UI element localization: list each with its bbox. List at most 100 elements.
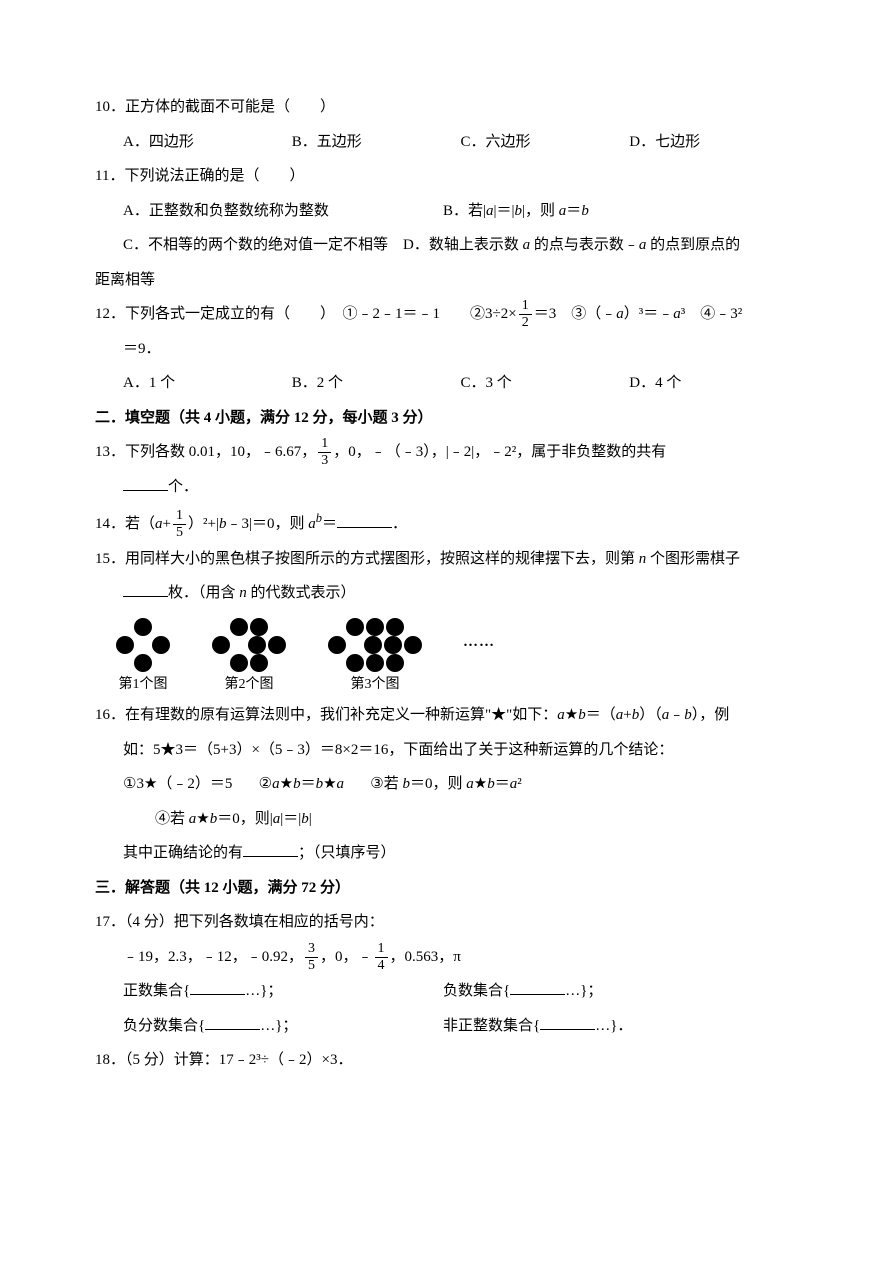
t: …}； [260, 1018, 297, 1034]
t: |＝| [280, 811, 301, 827]
frac-den: 3 [318, 453, 331, 468]
q16-c2: ②a★b＝b★a [259, 776, 344, 792]
q10-options: A．四边形 B．五边形 C．六边形 D．七边形 [95, 125, 798, 160]
exam-page: 10．正方体的截面不可能是（ ） A．四边形 B．五边形 C．六边形 D．七边形… [0, 0, 893, 1138]
q17-mid: ，0，﹣ [320, 949, 373, 965]
q11-opt-c: C．不相等的两个数的绝对值一定不相等 [123, 237, 388, 253]
q11-b-a1: a [486, 203, 494, 219]
section3-title: 三．解答题（共 12 小题，满分 72 分） [95, 871, 798, 906]
q10-opt-a: A．四边形 [123, 125, 292, 160]
q16-ans-pre: 其中正确结论的有 [123, 845, 243, 861]
blank-input[interactable] [540, 1014, 595, 1030]
q11-b-pre: B．若| [443, 203, 486, 219]
frac-den: 5 [173, 525, 186, 540]
q14-mid2: ﹣3|＝0，则 [226, 516, 308, 532]
q14-stem: 14．若（a+15）²+|b﹣3|＝0，则 ab＝． [95, 504, 798, 542]
q16-conclusions-1: ①3★（﹣2）＝5 ②a★b＝b★a ③若 b＝0，则 a★b＝a² [95, 767, 798, 802]
fraction-icon: 14 [375, 942, 388, 973]
q10-opt-b: B．五边形 [292, 125, 461, 160]
blank-input[interactable] [510, 979, 565, 995]
q17-set-positive: 正数集合{…}； [123, 974, 443, 1009]
q17-sets-row1: 正数集合{…}； 负数集合{…}； [95, 974, 798, 1009]
q11-d-mid: 的点与表示数﹣ [530, 237, 639, 253]
q15-fig2: 第2个图 [211, 617, 287, 695]
blank-input[interactable] [190, 979, 245, 995]
q11-b-mid2: |，则 [522, 203, 559, 219]
q12-opt-d: D．4 个 [629, 366, 798, 401]
q11-d-post: 的点到原点的 [646, 237, 740, 253]
q10-opt-d: D．七边形 [629, 125, 798, 160]
frac-den: 5 [305, 958, 318, 973]
frac-num: 1 [519, 299, 532, 315]
q16-eq1: ＝（ [586, 707, 616, 723]
q15-l2-post: 的代数式表示） [247, 585, 356, 601]
q11-b-mid1: |＝| [494, 203, 515, 219]
q15-post: 个图形需棋子 [646, 551, 740, 567]
q11-d-line2: 距离相等 [95, 263, 798, 298]
t: b [402, 776, 410, 792]
ellipsis-icon: …… [463, 625, 495, 695]
q12-post: ³ ④﹣3² [681, 306, 743, 322]
q11-d-pre: D．数轴上表示数 [403, 237, 523, 253]
blank-input[interactable] [123, 475, 168, 491]
q15-stem: 15．用同样大小的黑色棋子按图所示的方式摆图形，按照这样的规律摆下去，则第 n … [95, 542, 798, 577]
dot-pattern-icon [211, 617, 287, 673]
t: a [466, 776, 474, 792]
frac-den: 2 [519, 315, 532, 330]
t: b [487, 776, 495, 792]
q17-set-negfrac: 负分数集合{ …}； [123, 1009, 443, 1044]
q12-opt-c: C．3 个 [461, 366, 630, 401]
blank-input[interactable] [337, 512, 392, 528]
q12-a2: a [673, 306, 681, 322]
q18-stem: 18．（5 分）计算：17﹣2³÷（﹣2）×3． [95, 1043, 798, 1078]
t: ＝ [301, 776, 316, 792]
t: b [316, 776, 324, 792]
frac-num: 1 [375, 942, 388, 958]
t: b [293, 776, 301, 792]
q14-a: a [155, 516, 163, 532]
q13-stem: 13．下列各数 0.01，10，﹣6.67，13，0，﹣（﹣3），|﹣2|，﹣2… [95, 435, 798, 470]
q10-opt-c: C．六边形 [461, 125, 630, 160]
blank-input[interactable] [123, 581, 168, 597]
t: 正数集合{ [123, 983, 190, 999]
q11-row2: C．不相等的两个数的绝对值一定不相等 D．数轴上表示数 a 的点与表示数﹣a 的… [95, 228, 798, 263]
q17-set-nonposint: 非正整数集合{…}． [443, 1009, 798, 1044]
q16-minus: ﹣ [669, 707, 684, 723]
q13-post: ，0，﹣（﹣3），|﹣2|，﹣2²，属于非负整数的共有 [333, 444, 666, 460]
q15-fig3: 第3个图 [327, 617, 423, 695]
q16-line2: 如：5★3＝（5+3）×（5﹣3）＝8×2＝16，下面给出了关于这种新运算的几个… [95, 733, 798, 768]
q10-stem: 10．正方体的截面不可能是（ ） [95, 90, 798, 125]
q12-options: A．1 个 B．2 个 C．3 个 D．4 个 [95, 366, 798, 401]
q17-sets-row2: 负分数集合{ …}； 非正整数集合{…}． [95, 1009, 798, 1044]
t: a [272, 776, 280, 792]
q14-eq: ＝ [322, 516, 337, 532]
q11-opt-d: D．数轴上表示数 a 的点与表示数﹣a 的点到原点的 [403, 237, 740, 253]
blank-input[interactable] [205, 1014, 260, 1030]
star-icon: ★ [323, 776, 336, 792]
frac-num: 1 [173, 509, 186, 525]
t: ＝ [495, 776, 510, 792]
fig-label: 第1个图 [115, 675, 171, 695]
q16-line1: 16．在有理数的原有运算法则中，我们补充定义一种新运算"★"如下：a★b＝（a+… [95, 698, 798, 733]
q15-figures: 第1个图 第2个图 第3个图 …… [95, 617, 798, 695]
q16-conclusions-2: ④若 a★b＝0，则|a|＝|b| [95, 802, 798, 837]
q11-d-a1: a [523, 237, 531, 253]
q15-line2: 枚．（用含 n 的代数式表示） [95, 576, 798, 611]
blank-input[interactable] [243, 841, 298, 857]
q13-line2-text: 个． [168, 479, 198, 495]
t: 负分数集合{ [123, 1018, 205, 1034]
t: ＝0，则| [217, 811, 273, 827]
q12-mid2: ）³＝﹣ [624, 306, 674, 322]
section2-title: 二．填空题（共 4 小题，满分 12 分，每小题 3 分） [95, 401, 798, 436]
q12-pre: 12．下列各式一定成立的有（ ） ①﹣2﹣1＝﹣1 ②3÷2× [95, 306, 517, 322]
star-icon: ★ [474, 776, 487, 792]
q11-stem: 11．下列说法正确的是（ ） [95, 159, 798, 194]
q16-ans-post: ；（只填序号） [298, 845, 396, 861]
q13-line2: 个． [95, 470, 798, 505]
q12-a1: a [616, 306, 624, 322]
q12-opt-a: A．1 个 [123, 366, 292, 401]
q16-c4: ④若 a★b＝0，则|a|＝|b| [155, 811, 312, 827]
q12-stem: 12．下列各式一定成立的有（ ） ①﹣2﹣1＝﹣1 ②3÷2×12＝3 ③（﹣a… [95, 297, 798, 332]
q16-post1: ），例 [692, 707, 730, 723]
t: ③若 [370, 776, 402, 792]
